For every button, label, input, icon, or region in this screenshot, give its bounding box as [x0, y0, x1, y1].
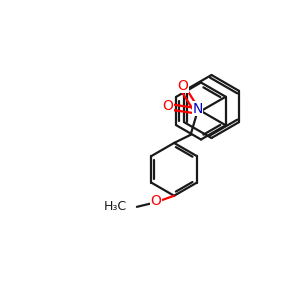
Text: N: N	[192, 102, 203, 116]
Text: O: O	[178, 79, 188, 93]
Text: O: O	[151, 194, 161, 208]
Text: H₃C: H₃C	[104, 200, 127, 213]
Text: O: O	[163, 99, 173, 113]
